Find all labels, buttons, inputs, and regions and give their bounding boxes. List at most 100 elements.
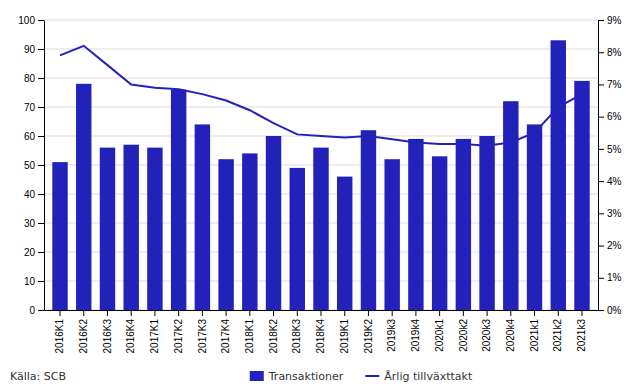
tick: 2020k2 — [458, 310, 469, 352]
tick-mark — [344, 310, 345, 316]
chart: 2016K12016K22016K32016K42017K12017K22017… — [0, 0, 644, 390]
plot-area: 2016K12016K22016K32016K42017K12017K22017… — [18, 15, 621, 354]
tick-label: 100 — [18, 15, 35, 26]
tick-label: 2020k1 — [434, 319, 445, 352]
tick-mark — [38, 310, 44, 311]
tick-label: 2% — [607, 240, 622, 251]
tick-label: 10 — [24, 276, 36, 287]
tick: 2017K4 — [220, 310, 231, 353]
legend: Transaktioner Årlig tillväxttakt — [250, 370, 473, 383]
tick-mark — [598, 246, 604, 247]
legend-label: Transaktioner — [268, 370, 344, 383]
tick-mark — [38, 194, 44, 195]
tick: 30 — [24, 218, 44, 229]
tick: 70 — [24, 102, 44, 113]
bar — [52, 162, 67, 310]
tick-label: 2017K3 — [197, 319, 208, 354]
tick: 50 — [24, 160, 44, 171]
tick-label: 0% — [607, 305, 622, 316]
tick: 2016K3 — [102, 310, 113, 353]
tick: 2018K2 — [268, 310, 279, 353]
tick-mark — [38, 223, 44, 224]
tick-label: 2019k4 — [410, 319, 421, 352]
tick-label: 2018K4 — [315, 319, 326, 354]
bar — [384, 159, 399, 310]
y2-axis: 0%1%2%3%4%5%6%7%8%9% — [598, 15, 622, 316]
bar — [479, 136, 494, 310]
tick-label: 2017K2 — [173, 319, 184, 354]
tick-label: 2020k2 — [458, 319, 469, 352]
legend-swatch — [365, 375, 379, 377]
tick-mark — [38, 49, 44, 50]
tick-label: 2020k3 — [481, 319, 492, 352]
bar — [123, 145, 138, 310]
tick-label: 20 — [24, 247, 36, 258]
tick: 0% — [598, 305, 622, 316]
tick-label: 2018K2 — [268, 319, 279, 354]
tick: 2017K3 — [197, 310, 208, 353]
tick-label: 2021k3 — [576, 319, 587, 352]
tick-mark — [178, 310, 179, 316]
tick-label: 2016K3 — [102, 319, 113, 354]
tick-mark — [487, 310, 488, 316]
tick: 0 — [29, 305, 44, 316]
bar — [100, 148, 115, 310]
tick-label: 2016K4 — [125, 319, 136, 354]
tick-label: 2016K1 — [54, 319, 65, 354]
tick-mark — [38, 20, 44, 21]
tick: 2020k3 — [481, 310, 492, 352]
tick: 2018K1 — [244, 310, 255, 353]
tick-mark — [38, 252, 44, 253]
line — [60, 46, 582, 146]
tick-mark — [415, 310, 416, 316]
grid-line — [44, 78, 598, 79]
tick-mark — [598, 310, 604, 311]
bar-series — [52, 40, 589, 310]
legend-item: Årlig tillväxttakt — [365, 370, 473, 383]
tick-mark — [392, 310, 393, 316]
bar — [218, 159, 233, 310]
bar — [503, 101, 518, 310]
tick: 2020k1 — [434, 310, 445, 352]
tick: 2018K3 — [291, 310, 302, 353]
grid — [44, 20, 598, 310]
tick-mark — [38, 107, 44, 108]
tick: 2021k1 — [529, 310, 540, 352]
tick-label: 2021k1 — [529, 319, 540, 352]
tick: 1% — [598, 272, 622, 283]
tick: 2019k3 — [386, 310, 397, 352]
bar — [551, 40, 566, 310]
tick-label: 9% — [607, 15, 622, 26]
tick-label: 8% — [607, 47, 622, 58]
tick-mark — [38, 78, 44, 79]
tick-label: 90 — [24, 44, 36, 55]
tick-label: 2016K2 — [78, 319, 89, 354]
tick: 2021k3 — [576, 310, 587, 352]
grid-line — [44, 49, 598, 50]
y-axis: 0102030405060708090100 — [18, 15, 44, 316]
tick: 2017K2 — [173, 310, 184, 353]
tick-label: 2020k4 — [505, 319, 516, 352]
tick-label: 6% — [607, 111, 622, 122]
tick: 2019K1 — [339, 310, 350, 353]
legend-label: Årlig tillväxttakt — [384, 370, 473, 383]
axis-domain — [598, 21, 599, 311]
tick-mark — [598, 149, 604, 150]
tick: 2021k2 — [552, 310, 563, 352]
bar — [432, 156, 447, 310]
x-axis: 2016K12016K22016K32016K42017K12017K22017… — [45, 310, 599, 353]
tick: 2020k4 — [505, 310, 516, 352]
tick-mark — [598, 278, 604, 279]
bar — [408, 139, 423, 310]
bar — [337, 177, 352, 310]
tick-mark — [226, 310, 227, 316]
bar — [290, 168, 305, 310]
bar — [574, 81, 589, 310]
tick-mark — [534, 310, 535, 316]
tick: 8% — [598, 47, 622, 58]
tick-mark — [598, 117, 604, 118]
tick-mark — [368, 310, 369, 316]
tick-mark — [273, 310, 274, 316]
tick-label: 3% — [607, 208, 622, 219]
tick-mark — [297, 310, 298, 316]
